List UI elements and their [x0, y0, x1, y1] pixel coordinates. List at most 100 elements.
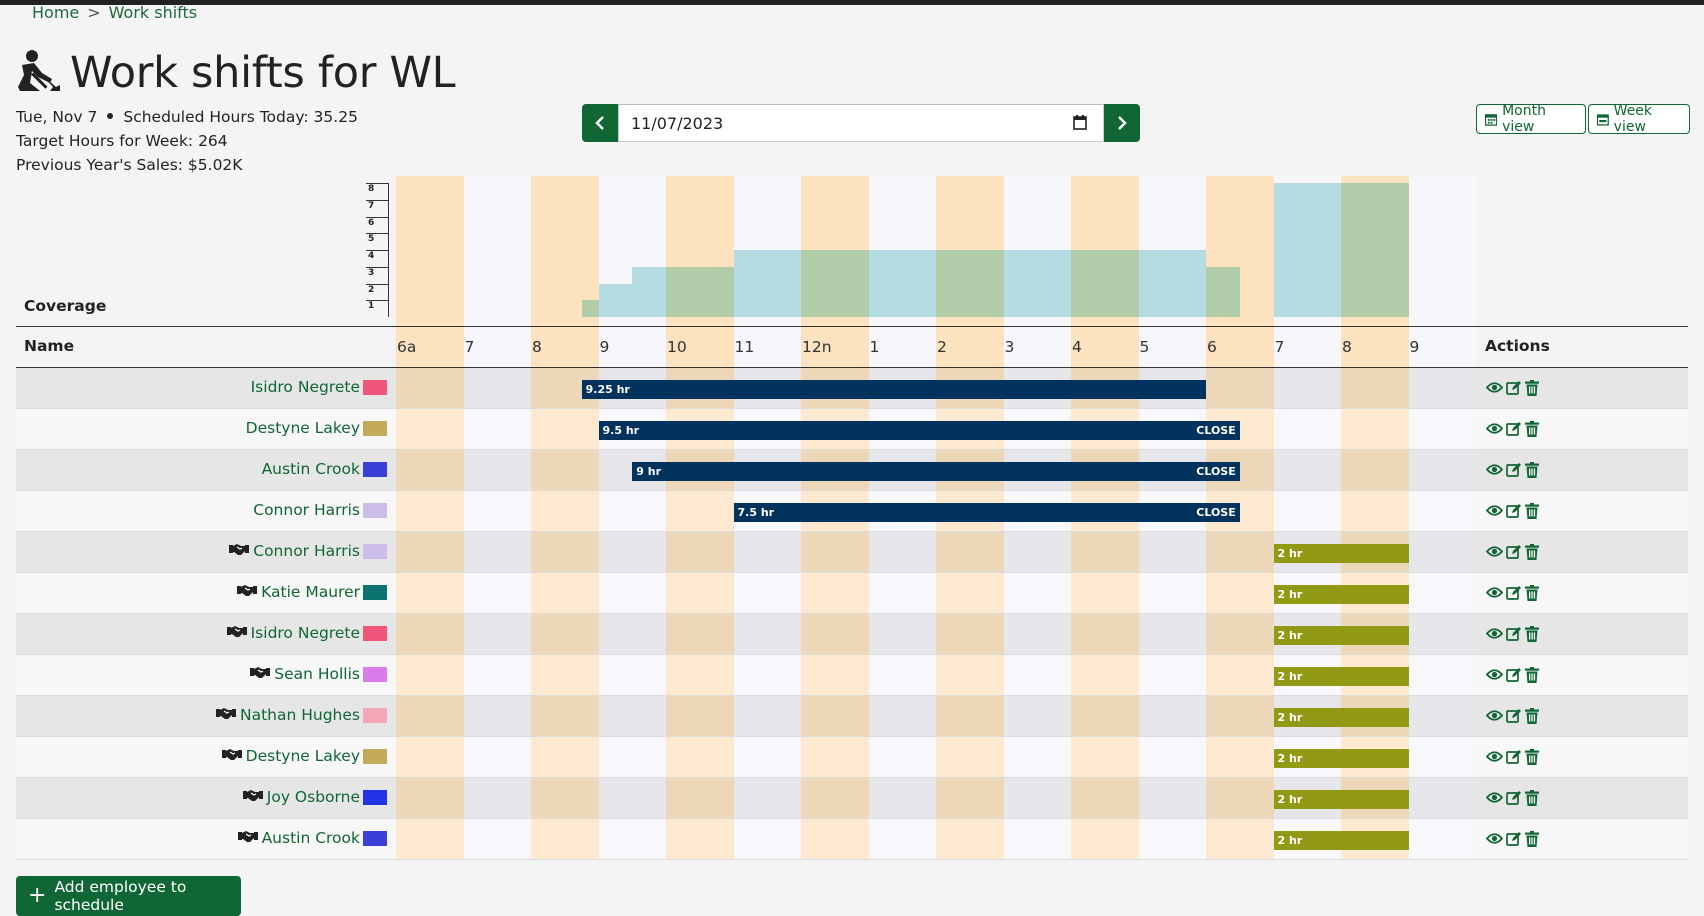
- calendar-icon[interactable]: [1073, 115, 1087, 134]
- employee-name-label[interactable]: Nathan Hughes: [240, 706, 360, 724]
- trash-icon[interactable]: [1525, 708, 1539, 724]
- month-view-button[interactable]: Month view: [1476, 103, 1586, 135]
- edit-icon[interactable]: [1506, 831, 1522, 847]
- handshake-icon: [221, 747, 242, 765]
- edit-icon[interactable]: [1506, 708, 1522, 724]
- breadcrumb: Home > Work shifts: [32, 3, 197, 22]
- shift-bar[interactable]: 9.25 hr: [581, 380, 1206, 399]
- trash-icon[interactable]: [1525, 585, 1539, 601]
- trash-icon[interactable]: [1525, 462, 1539, 478]
- view-eye-icon[interactable]: [1486, 585, 1503, 601]
- date-input-value: 11/07/2023: [631, 113, 724, 133]
- coverage-bar: [1206, 266, 1240, 317]
- employee-name-label[interactable]: Katie Maurer: [261, 583, 360, 601]
- view-eye-icon[interactable]: [1486, 462, 1503, 478]
- employee-name[interactable]: Austin Crook: [262, 460, 360, 478]
- trash-icon[interactable]: [1525, 626, 1539, 642]
- edit-icon[interactable]: [1506, 790, 1522, 806]
- employee-name[interactable]: Isidro Negrete: [251, 378, 360, 396]
- shift-bar[interactable]: 9 hr CLOSE: [632, 462, 1240, 481]
- edit-icon[interactable]: [1506, 421, 1522, 437]
- edit-icon[interactable]: [1506, 585, 1522, 601]
- shift-bar[interactable]: 2 hr: [1273, 626, 1409, 645]
- employee-name[interactable]: Connor Harris: [229, 542, 360, 560]
- week-view-button[interactable]: Week view: [1588, 103, 1690, 135]
- view-eye-icon[interactable]: [1486, 749, 1503, 765]
- shift-bar[interactable]: 2 hr: [1273, 708, 1409, 727]
- employee-name-label[interactable]: Joy Osborne: [266, 788, 360, 806]
- calendar-grid-icon: [1485, 113, 1498, 126]
- employee-name[interactable]: Connor Harris: [253, 501, 360, 519]
- trash-icon[interactable]: [1525, 749, 1539, 765]
- edit-icon[interactable]: [1506, 544, 1522, 560]
- employee-name[interactable]: Katie Maurer: [237, 583, 360, 601]
- trash-icon[interactable]: [1525, 380, 1539, 396]
- employee-name-label[interactable]: Connor Harris: [253, 501, 360, 519]
- edit-icon[interactable]: [1506, 380, 1522, 396]
- edit-icon[interactable]: [1506, 626, 1522, 642]
- breadcrumb-home-link[interactable]: Home: [32, 3, 80, 22]
- employee-name[interactable]: Destyne Lakey: [221, 747, 360, 765]
- employee-name[interactable]: Austin Crook: [237, 829, 360, 847]
- trash-icon[interactable]: [1525, 667, 1539, 683]
- coverage-bar: [666, 266, 734, 317]
- shift-bar[interactable]: 2 hr: [1273, 831, 1409, 850]
- employee-name-label[interactable]: Sean Hollis: [274, 665, 360, 683]
- view-eye-icon[interactable]: [1486, 380, 1503, 396]
- shift-duration-label: 2 hr: [1277, 834, 1303, 847]
- trash-icon[interactable]: [1525, 503, 1539, 519]
- employee-name[interactable]: Nathan Hughes: [216, 706, 360, 724]
- shift-bar[interactable]: 2 hr: [1273, 790, 1409, 809]
- view-eye-icon[interactable]: [1486, 626, 1503, 642]
- view-eye-icon[interactable]: [1486, 544, 1503, 560]
- shift-bar[interactable]: 9.5 hr CLOSE: [598, 421, 1240, 440]
- table-row: Sean Hollis 2 hr: [16, 655, 1688, 696]
- employee-name-label[interactable]: Destyne Lakey: [245, 419, 360, 437]
- row-actions: [1486, 626, 1539, 642]
- view-eye-icon[interactable]: [1486, 421, 1503, 437]
- view-eye-icon[interactable]: [1486, 503, 1503, 519]
- employee-name-label[interactable]: Isidro Negrete: [250, 624, 360, 642]
- employee-name-label[interactable]: Isidro Negrete: [250, 378, 360, 396]
- employee-name[interactable]: Isidro Negrete: [226, 624, 360, 642]
- previous-day-button[interactable]: [582, 104, 618, 142]
- edit-icon[interactable]: [1506, 462, 1522, 478]
- row-actions: [1486, 667, 1539, 683]
- employee-name-label[interactable]: Austin Crook: [261, 829, 360, 847]
- employee-name-label[interactable]: Connor Harris: [253, 542, 360, 560]
- view-eye-icon[interactable]: [1486, 708, 1503, 724]
- trash-icon[interactable]: [1525, 790, 1539, 806]
- previous-year-sales: Previous Year's Sales: $5.02K: [16, 156, 243, 174]
- employee-name[interactable]: Sean Hollis: [250, 665, 360, 683]
- shift-bar[interactable]: 2 hr: [1273, 667, 1409, 686]
- trash-icon[interactable]: [1525, 544, 1539, 560]
- shift-duration-label: 2 hr: [1277, 793, 1303, 806]
- shift-bar[interactable]: 7.5 hr CLOSE: [733, 503, 1240, 522]
- employee-name-label[interactable]: Destyne Lakey: [245, 747, 360, 765]
- breadcrumb-current[interactable]: Work shifts: [108, 3, 198, 22]
- hour-label: 8: [532, 338, 542, 356]
- hour-label: 12n: [802, 338, 832, 356]
- edit-icon[interactable]: [1506, 667, 1522, 683]
- row-actions: [1486, 380, 1539, 396]
- employee-color-swatch: [363, 462, 387, 477]
- view-eye-icon[interactable]: [1486, 831, 1503, 847]
- shift-bar[interactable]: 2 hr: [1273, 749, 1409, 768]
- employee-name[interactable]: Destyne Lakey: [246, 419, 360, 437]
- trash-icon[interactable]: [1525, 421, 1539, 437]
- view-eye-icon[interactable]: [1486, 667, 1503, 683]
- shift-bar[interactable]: 2 hr: [1273, 585, 1409, 604]
- employee-name-label[interactable]: Austin Crook: [261, 460, 360, 478]
- employee-color-swatch: [363, 708, 387, 723]
- table-row: Isidro Negrete 9.25 hr: [16, 368, 1688, 409]
- shift-bar[interactable]: 2 hr: [1273, 544, 1409, 563]
- add-employee-button[interactable]: + Add employee to schedule: [16, 876, 241, 916]
- employee-name[interactable]: Joy Osborne: [242, 788, 360, 806]
- trash-icon[interactable]: [1525, 831, 1539, 847]
- next-day-button[interactable]: [1104, 104, 1140, 142]
- view-eye-icon[interactable]: [1486, 790, 1503, 806]
- edit-icon[interactable]: [1506, 503, 1522, 519]
- edit-icon[interactable]: [1506, 749, 1522, 765]
- date-input[interactable]: 11/07/2023: [618, 104, 1104, 142]
